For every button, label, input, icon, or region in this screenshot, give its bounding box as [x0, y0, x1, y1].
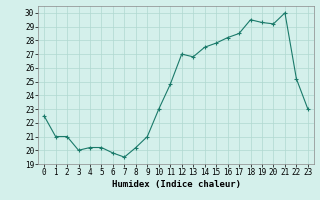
- X-axis label: Humidex (Indice chaleur): Humidex (Indice chaleur): [111, 180, 241, 189]
